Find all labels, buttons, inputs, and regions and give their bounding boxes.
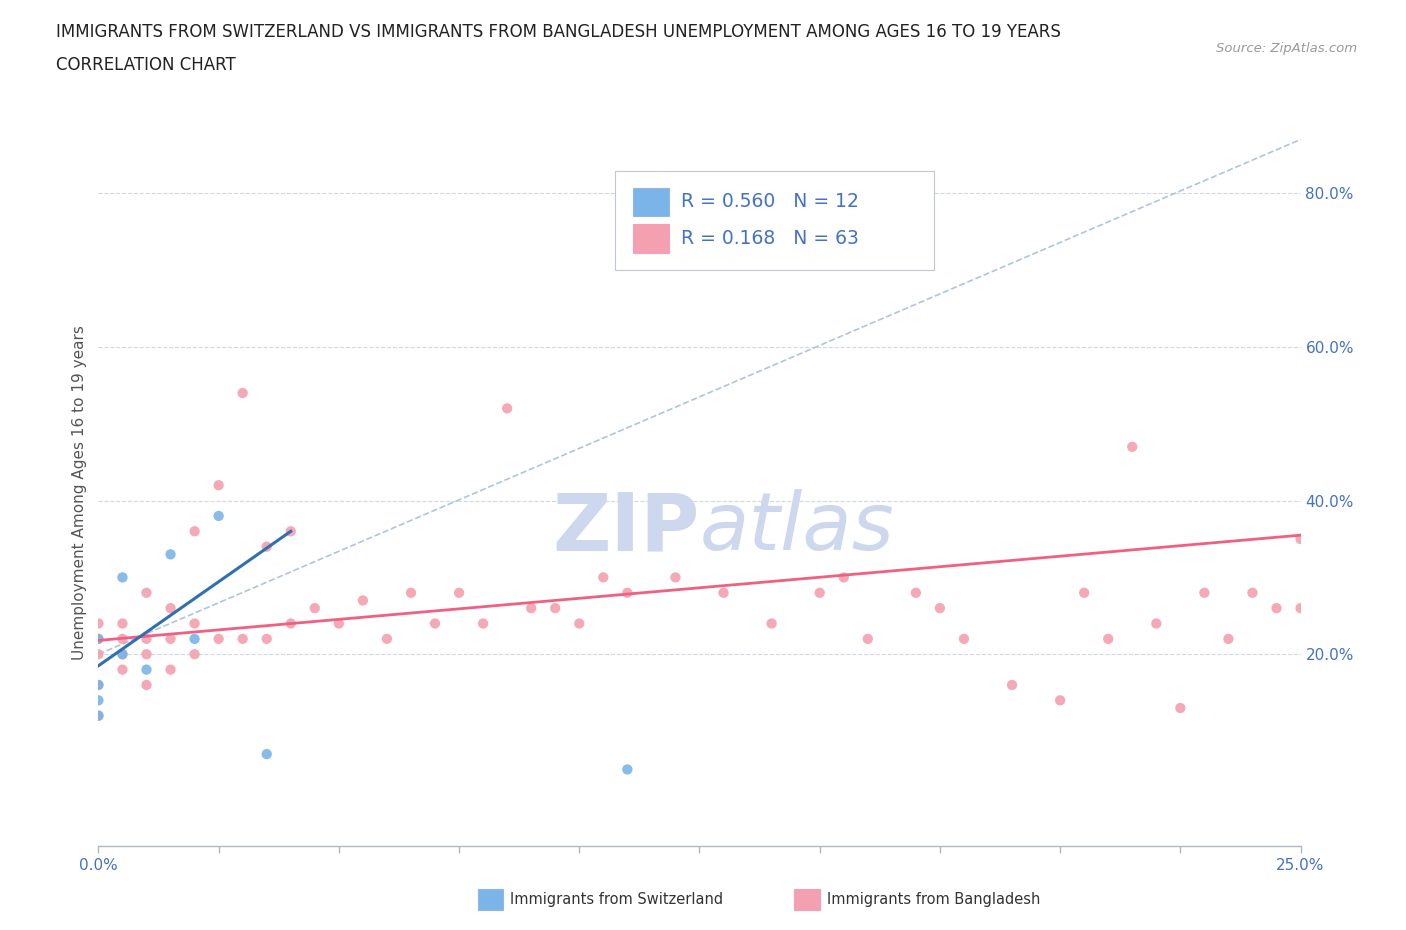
Point	[953, 631, 976, 646]
Point	[135, 662, 157, 677]
Point	[135, 631, 157, 646]
Point	[87, 709, 110, 724]
Text: R = 0.560   N = 12: R = 0.560 N = 12	[682, 193, 859, 211]
Point	[1049, 693, 1071, 708]
Y-axis label: Unemployment Among Ages 16 to 19 years: Unemployment Among Ages 16 to 19 years	[72, 326, 87, 660]
Point	[1170, 700, 1192, 715]
Point	[159, 662, 181, 677]
Point	[352, 593, 374, 608]
Text: ZIP: ZIP	[553, 489, 699, 567]
Bar	[633, 224, 669, 253]
Text: R = 0.168   N = 63: R = 0.168 N = 63	[682, 229, 859, 248]
Point	[87, 678, 110, 693]
Point	[256, 747, 278, 762]
Point	[208, 478, 231, 493]
Bar	[633, 188, 669, 216]
Point	[856, 631, 879, 646]
Point	[592, 570, 614, 585]
Point	[1218, 631, 1240, 646]
Point	[447, 585, 470, 600]
Point	[1001, 678, 1024, 693]
Point	[135, 646, 157, 661]
Point	[1073, 585, 1095, 600]
Point	[328, 616, 350, 631]
Point	[616, 762, 638, 777]
Point	[423, 616, 446, 631]
Point	[1265, 601, 1288, 616]
Point	[832, 570, 855, 585]
Point	[1194, 585, 1216, 600]
Point	[544, 601, 567, 616]
Point	[183, 524, 205, 538]
Point	[520, 601, 543, 616]
Text: CORRELATION CHART: CORRELATION CHART	[56, 56, 236, 73]
Point	[1241, 585, 1264, 600]
Point	[159, 547, 181, 562]
Point	[111, 646, 134, 661]
Point	[280, 616, 302, 631]
Point	[208, 631, 231, 646]
Point	[568, 616, 591, 631]
Point	[1289, 601, 1312, 616]
Point	[208, 509, 231, 524]
Point	[761, 616, 783, 631]
Point	[111, 570, 134, 585]
Point	[159, 601, 181, 616]
Point	[87, 631, 110, 646]
Point	[399, 585, 422, 600]
Point	[904, 585, 927, 600]
Point	[713, 585, 735, 600]
Point	[1121, 439, 1143, 454]
Point	[111, 646, 134, 661]
Point	[87, 631, 110, 646]
Point	[1144, 616, 1167, 631]
Text: Immigrants from Switzerland: Immigrants from Switzerland	[510, 892, 724, 907]
Text: Immigrants from Bangladesh: Immigrants from Bangladesh	[827, 892, 1040, 907]
Point	[87, 646, 110, 661]
Point	[375, 631, 398, 646]
Point	[280, 524, 302, 538]
Point	[87, 616, 110, 631]
Point	[472, 616, 495, 631]
Point	[183, 646, 205, 661]
Point	[87, 678, 110, 693]
Text: IMMIGRANTS FROM SWITZERLAND VS IMMIGRANTS FROM BANGLADESH UNEMPLOYMENT AMONG AGE: IMMIGRANTS FROM SWITZERLAND VS IMMIGRANT…	[56, 23, 1062, 41]
Point	[87, 709, 110, 724]
FancyBboxPatch shape	[616, 171, 934, 271]
Point	[232, 386, 254, 401]
Point	[808, 585, 831, 600]
Point	[183, 631, 205, 646]
Point	[1289, 532, 1312, 547]
Point	[111, 631, 134, 646]
Point	[232, 631, 254, 646]
Point	[616, 585, 638, 600]
Point	[256, 539, 278, 554]
Point	[159, 631, 181, 646]
Point	[496, 401, 519, 416]
Point	[111, 662, 134, 677]
Point	[111, 616, 134, 631]
Point	[135, 585, 157, 600]
Point	[1097, 631, 1119, 646]
Point	[87, 693, 110, 708]
Text: Source: ZipAtlas.com: Source: ZipAtlas.com	[1216, 42, 1357, 55]
Point	[183, 616, 205, 631]
Point	[256, 631, 278, 646]
Text: atlas: atlas	[699, 489, 894, 567]
Point	[664, 570, 686, 585]
Point	[928, 601, 950, 616]
Point	[304, 601, 326, 616]
Point	[135, 678, 157, 693]
